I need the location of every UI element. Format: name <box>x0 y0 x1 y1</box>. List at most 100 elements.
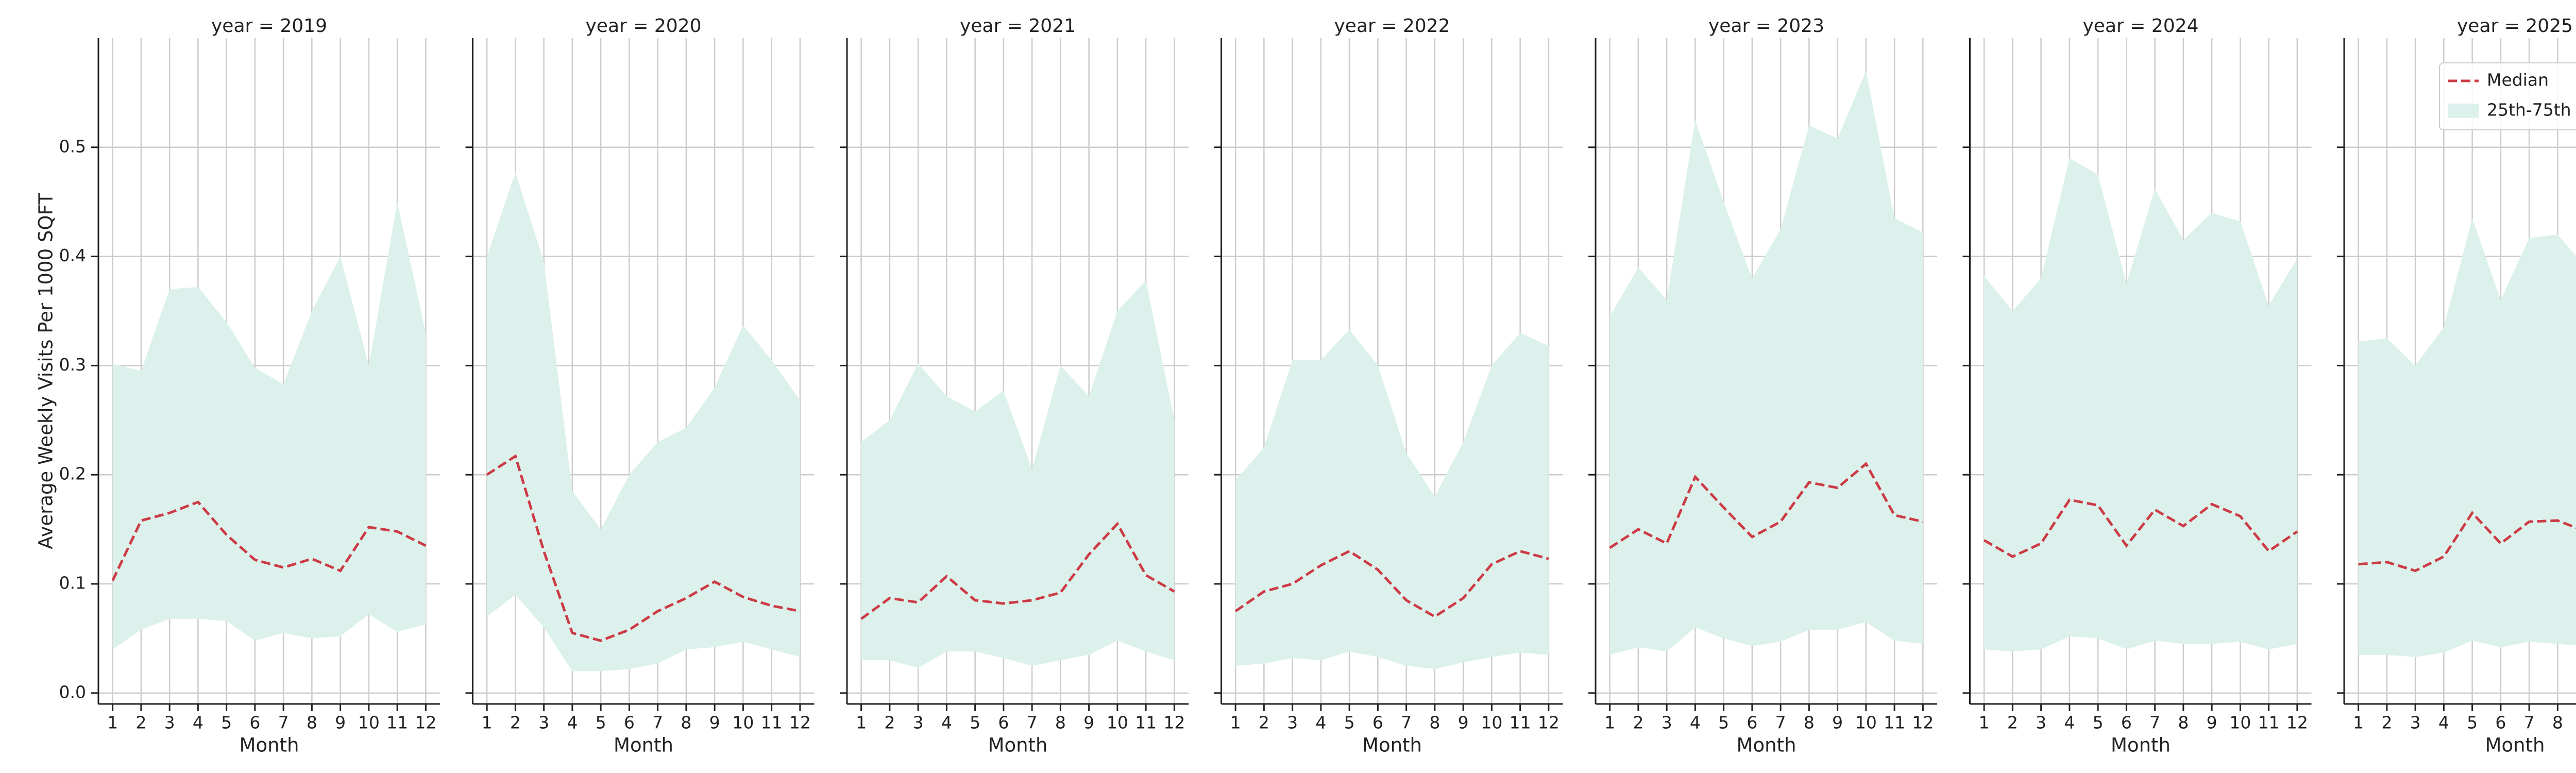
x-tick-label: 6 <box>2495 713 2506 733</box>
x-tick-label: 10 <box>358 713 380 733</box>
x-tick-label: 5 <box>1718 713 1729 733</box>
x-tick-label: 6 <box>1747 713 1757 733</box>
x-tick-label: 1 <box>1604 713 1615 733</box>
x-tick-label: 3 <box>2036 713 2046 733</box>
x-tick-label: 4 <box>941 713 952 733</box>
x-tick-label: 10 <box>1855 713 1877 733</box>
x-tick-label: 11 <box>386 713 408 733</box>
x-tick-label: 5 <box>1344 713 1355 733</box>
x-tick-label: 3 <box>1662 713 1672 733</box>
median-line <box>1609 462 1923 549</box>
x-tick-label: 2 <box>1633 713 1643 733</box>
panel-title: year = 2023 <box>1708 15 1824 37</box>
x-tick-label: 4 <box>1690 713 1701 733</box>
percentile-band <box>1984 158 2297 652</box>
x-axis-label: Month <box>2485 734 2545 757</box>
median-line <box>1234 549 1549 618</box>
x-tick-label: 12 <box>415 713 436 733</box>
x-tick-label: 4 <box>2438 713 2449 733</box>
x-tick-label: 12 <box>1912 713 1934 733</box>
x-tick-label: 9 <box>1832 713 1843 733</box>
x-tick-label: 5 <box>2467 713 2478 733</box>
median-line <box>486 454 801 642</box>
y-tick-label: 0.5 <box>59 136 86 156</box>
x-tick-label: 2 <box>2381 713 2392 733</box>
x-tick-label: 8 <box>1804 713 1815 733</box>
x-axis-label: Month <box>614 734 673 757</box>
x-tick-label: 6 <box>624 713 635 733</box>
x-tick-label: 2 <box>135 713 146 733</box>
x-tick-label: 7 <box>2524 713 2535 733</box>
x-tick-label: 6 <box>2121 713 2132 733</box>
x-axis-label: Month <box>1362 734 1422 757</box>
percentile-band <box>861 280 1175 668</box>
x-tick-label: 6 <box>1372 713 1383 733</box>
median-line <box>111 500 427 581</box>
x-tick-label: 10 <box>1481 713 1502 733</box>
x-tick-label: 8 <box>681 713 691 733</box>
x-tick-label: 9 <box>709 713 720 733</box>
legend-swatch <box>2448 104 2479 118</box>
percentile-band <box>2358 218 2576 657</box>
percentile-band <box>487 172 800 671</box>
y-tick-label: 0.2 <box>59 464 86 484</box>
x-tick-label: 11 <box>1884 713 1905 733</box>
x-tick-label: 4 <box>567 713 578 733</box>
x-tick-label: 8 <box>1055 713 1066 733</box>
x-tick-label: 11 <box>2258 713 2280 733</box>
x-tick-label: 8 <box>2552 713 2563 733</box>
panel-title: year = 2020 <box>586 15 702 37</box>
y-axis-label: Average Weekly Visits Per 1000 SQFT <box>35 193 57 549</box>
x-tick-label: 9 <box>2207 713 2217 733</box>
x-tick-label: 12 <box>2286 713 2308 733</box>
x-axis-label: Month <box>2111 734 2171 757</box>
x-tick-label: 7 <box>1401 713 1412 733</box>
x-tick-label: 7 <box>2149 713 2160 733</box>
x-tick-label: 9 <box>335 713 346 733</box>
x-tick-label: 10 <box>2229 713 2251 733</box>
x-tick-label: 1 <box>107 713 118 733</box>
x-axis-label: Month <box>1737 734 1797 757</box>
panel-title: year = 2021 <box>960 15 1076 37</box>
x-tick-label: 4 <box>2064 713 2075 733</box>
x-tick-label: 6 <box>249 713 260 733</box>
x-tick-label: 4 <box>193 713 204 733</box>
x-tick-label: 12 <box>789 713 811 733</box>
x-tick-label: 11 <box>761 713 783 733</box>
x-axis-label: Month <box>240 734 299 757</box>
x-tick-label: 2 <box>2007 713 2018 733</box>
x-tick-label: 1 <box>1230 713 1241 733</box>
x-tick-label: 1 <box>856 713 867 733</box>
x-tick-label: 9 <box>1083 713 1094 733</box>
x-tick-label: 5 <box>2093 713 2104 733</box>
y-tick-label: 0.3 <box>59 355 86 375</box>
median-line <box>860 522 1175 620</box>
x-tick-label: 2 <box>1259 713 1269 733</box>
x-tick-label: 6 <box>998 713 1009 733</box>
x-tick-label: 2 <box>884 713 895 733</box>
x-tick-label: 11 <box>1510 713 1531 733</box>
x-tick-label: 5 <box>970 713 980 733</box>
median-line <box>1983 498 2298 558</box>
x-tick-label: 4 <box>1315 713 1326 733</box>
x-tick-label: 1 <box>1979 713 1990 733</box>
x-tick-label: 1 <box>2353 713 2364 733</box>
panel-title: year = 2024 <box>2083 15 2199 37</box>
x-tick-label: 8 <box>2178 713 2189 733</box>
x-tick-label: 10 <box>1107 713 1128 733</box>
median-line <box>2358 511 2576 573</box>
x-tick-label: 3 <box>913 713 924 733</box>
x-tick-label: 1 <box>482 713 493 733</box>
panel-title: year = 2019 <box>211 15 327 37</box>
x-tick-label: 3 <box>1287 713 1298 733</box>
x-tick-label: 3 <box>2410 713 2421 733</box>
x-tick-label: 7 <box>1775 713 1786 733</box>
x-tick-label: 5 <box>221 713 232 733</box>
x-tick-label: 3 <box>164 713 175 733</box>
